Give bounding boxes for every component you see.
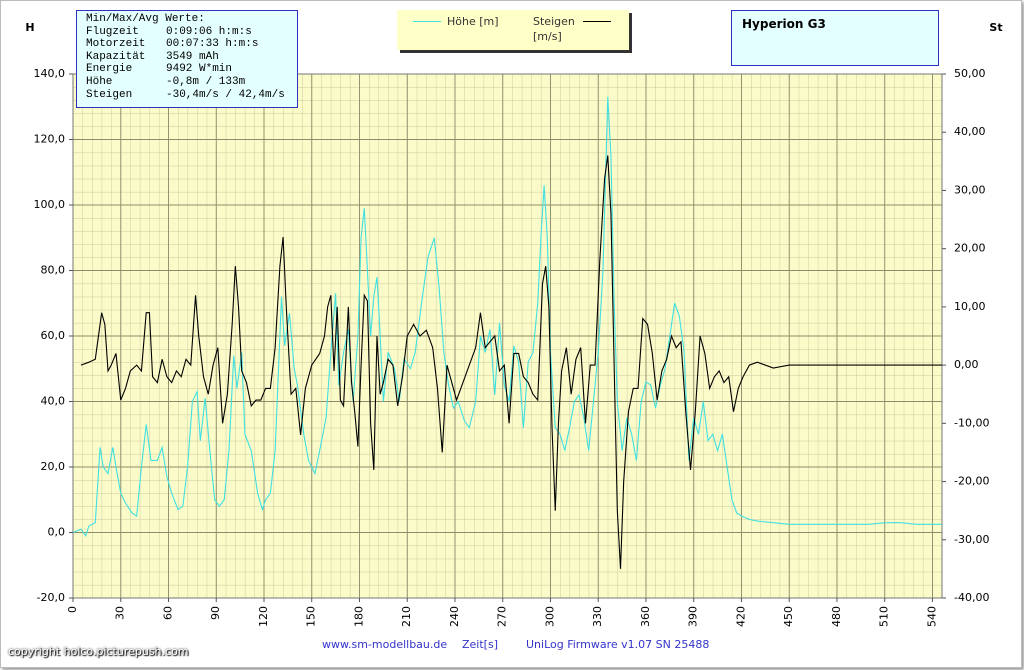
legend-label: Steigen [m/s] [533, 15, 575, 43]
series-line [72, 96, 942, 537]
x-tick-label: 480 [830, 606, 843, 627]
x-tick-label: 0 [66, 606, 79, 613]
y-tick-label: 20,0 [41, 460, 66, 473]
x-tick-label: 510 [878, 606, 891, 627]
chart-title: Hyperion G3 [742, 17, 826, 31]
x-tick-label: 450 [782, 606, 795, 627]
y-tick-label: 120,0 [34, 133, 66, 146]
info-label: Flugzeit [86, 25, 139, 38]
legend-item: Höhe [m] [407, 14, 507, 29]
x-tick-label: 300 [543, 606, 556, 627]
info-value: 3549 mAh [166, 50, 219, 63]
y2-tick-label: 10,00 [954, 300, 986, 313]
info-row: Motorzeit 00:07:33 h:m:s [86, 38, 297, 51]
x-tick-label: 30 [114, 606, 127, 620]
legend-swatch [583, 21, 611, 22]
y2-tick-label: -10,00 [954, 416, 989, 429]
legend: Höhe [m] Steigen [m/s] [397, 10, 629, 50]
info-heading: Min/Max/Avg Werte: [86, 13, 205, 25]
x-tick-label: 540 [925, 606, 938, 627]
x-tick-label: 390 [687, 606, 700, 627]
info-label: Motorzeit [86, 38, 146, 51]
legend-label: Höhe [m] [447, 15, 499, 28]
info-row: Flugzeit 0:09:06 h:m:s [86, 26, 297, 39]
x-tick-label: 330 [591, 606, 604, 627]
y-tick-label: 100,0 [34, 198, 66, 211]
firmware: UniLog Firmware v1.07 SN 25488 [526, 638, 710, 651]
y2-tick-label: 40,00 [954, 125, 986, 138]
y-tick-label: 0,0 [48, 526, 66, 539]
info-label: Kapazität [86, 50, 146, 63]
y2-tick-label: 0,00 [954, 358, 979, 371]
x-tick-label: 210 [400, 606, 413, 627]
x-tick-label: 150 [305, 606, 318, 627]
y-tick-label: 80,0 [41, 264, 66, 277]
y2-axis-label: St [989, 21, 1002, 34]
x-tick-label: 90 [209, 606, 222, 620]
info-label: Höhe [86, 75, 113, 88]
info-row: Steigen -30,4m/s / 42,4m/s [86, 89, 297, 102]
info-row: Energie 9492 W*min [86, 63, 297, 76]
y2-tick-label: 20,00 [954, 242, 986, 255]
x-tick-label: 60 [161, 606, 174, 620]
legend-item: Steigen [m/s] [533, 14, 617, 44]
y-axis-label: H [25, 21, 34, 34]
y2-tick-label: -20,00 [954, 475, 989, 488]
info-value: 00:07:33 h:m:s [166, 38, 259, 51]
y2-tick-label: 30,00 [954, 183, 986, 196]
info-label: Energie [86, 63, 133, 76]
info-row: Kapazität 3549 mAh [86, 51, 297, 64]
y2-tick-label: -30,00 [954, 533, 989, 546]
y-tick-label: -20,0 [37, 591, 65, 604]
copyright: copyright holco.picturepush.com [8, 645, 189, 658]
info-value: -30,4m/s / 42,4m/s [166, 88, 285, 101]
x-tick-label: 420 [734, 606, 747, 627]
website: www.sm-modellbau.de [322, 638, 448, 651]
x-tick-label: 120 [257, 606, 270, 627]
y2-tick-label: -40,00 [954, 591, 989, 604]
x-tick-label: 360 [639, 606, 652, 627]
info-value: 0:09:06 h:m:s [166, 25, 252, 38]
info-value: 9492 W*min [166, 63, 233, 76]
y-tick-label: 40,0 [41, 395, 66, 408]
y-tick-label: 60,0 [41, 329, 66, 342]
x-tick-label: 180 [352, 606, 365, 627]
x-axis-label: Zeit[s] [462, 638, 498, 651]
x-tick-label: 240 [448, 606, 461, 627]
series-line [80, 155, 942, 569]
info-label: Steigen [86, 88, 133, 101]
legend-swatch [413, 21, 441, 22]
y-tick-label: 140,0 [34, 67, 66, 80]
info-row: Höhe -0,8m / 133m [86, 76, 297, 89]
title-box: Hyperion G3 [731, 10, 939, 66]
info-box: Min/Max/Avg Werte: Flugzeit 0:09:06 h:m:s… [76, 10, 298, 108]
info-value: -0,8m / 133m [166, 75, 246, 88]
x-tick-label: 270 [496, 606, 509, 627]
y2-tick-label: 50,00 [954, 67, 986, 80]
